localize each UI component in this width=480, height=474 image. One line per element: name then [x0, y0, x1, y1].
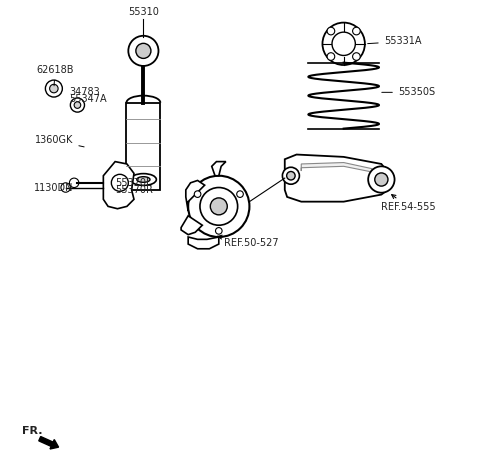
Circle shape — [194, 191, 201, 197]
Circle shape — [70, 178, 79, 188]
Circle shape — [216, 228, 222, 234]
Circle shape — [61, 183, 71, 192]
Circle shape — [332, 32, 355, 55]
Ellipse shape — [131, 173, 156, 185]
Text: FR.: FR. — [22, 426, 43, 436]
Circle shape — [188, 176, 250, 237]
Circle shape — [136, 43, 151, 58]
Circle shape — [353, 27, 360, 35]
Circle shape — [71, 98, 84, 112]
Circle shape — [46, 80, 62, 97]
Circle shape — [74, 102, 81, 109]
Circle shape — [375, 173, 388, 186]
Circle shape — [327, 53, 335, 60]
Circle shape — [282, 167, 300, 184]
Text: 55370L: 55370L — [115, 178, 152, 188]
Circle shape — [49, 84, 58, 93]
Text: 55347A: 55347A — [70, 94, 107, 104]
Text: 34783: 34783 — [70, 87, 100, 97]
Polygon shape — [103, 162, 134, 209]
Bar — [126, 103, 160, 190]
Circle shape — [210, 198, 227, 215]
Text: 62618B: 62618B — [36, 65, 74, 86]
Ellipse shape — [137, 177, 150, 182]
Circle shape — [353, 53, 360, 60]
Circle shape — [287, 172, 295, 180]
FancyArrow shape — [39, 437, 59, 449]
Text: 1360GK: 1360GK — [35, 136, 84, 147]
Polygon shape — [181, 216, 202, 235]
Text: REF.54-555: REF.54-555 — [382, 195, 436, 212]
Circle shape — [327, 27, 335, 35]
Text: 55350S: 55350S — [382, 87, 435, 97]
Circle shape — [200, 188, 238, 225]
Text: 55370R: 55370R — [115, 185, 153, 195]
Circle shape — [368, 166, 395, 193]
Text: 55310: 55310 — [128, 8, 159, 18]
Text: 55331A: 55331A — [368, 36, 421, 46]
Circle shape — [323, 23, 365, 65]
Polygon shape — [188, 237, 219, 249]
Text: 1130DN: 1130DN — [34, 183, 73, 193]
Text: REF.50-527: REF.50-527 — [218, 235, 278, 247]
Circle shape — [237, 191, 243, 197]
Polygon shape — [285, 155, 391, 201]
Circle shape — [128, 36, 158, 66]
Polygon shape — [212, 162, 226, 176]
Polygon shape — [301, 163, 372, 172]
Polygon shape — [186, 181, 204, 211]
Circle shape — [111, 174, 128, 191]
